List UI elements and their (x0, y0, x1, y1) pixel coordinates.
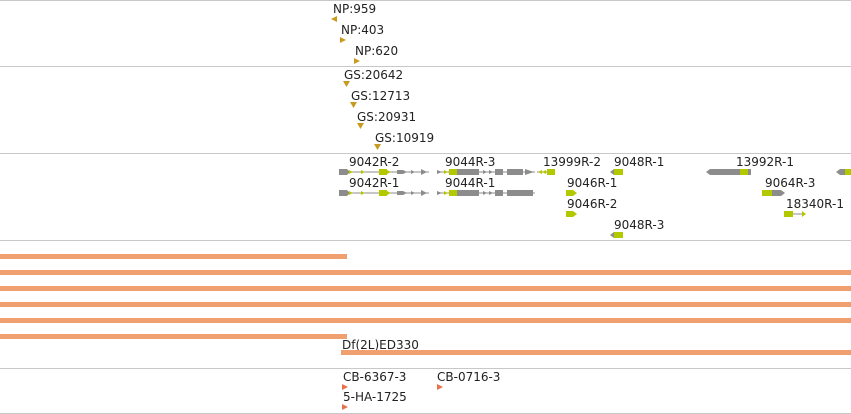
triangle-right-icon (342, 384, 348, 390)
deficiency-bar[interactable] (0, 286, 851, 291)
feature-label: NP:959 (333, 2, 377, 16)
feature-label: 5-HA-1725 (343, 390, 407, 404)
track-divider (0, 368, 851, 369)
feature-label: CB-6367-3 (343, 370, 407, 384)
transcript-label[interactable]: 13999R-2 (543, 155, 601, 169)
transcript-label[interactable]: 9046R-2 (567, 197, 618, 211)
feature-label: GS:10919 (375, 131, 435, 145)
transcript-glyph[interactable] (437, 168, 537, 176)
deficiency-bar[interactable] (0, 334, 347, 339)
transcript-glyph[interactable] (537, 168, 557, 176)
deficiency-label[interactable]: Df(2L)ED330 (342, 338, 419, 352)
feature-label: GS:20931 (357, 110, 417, 124)
transcript-glyph[interactable] (762, 189, 786, 197)
transcript-glyph[interactable] (566, 189, 578, 197)
deficiency-bar[interactable] (0, 302, 851, 307)
triangle-down-icon (357, 123, 364, 129)
transcript-label[interactable]: 9042R-1 (349, 176, 400, 190)
triangle-right-icon (437, 384, 443, 390)
triangle-down-icon (374, 144, 381, 150)
track-divider (0, 0, 851, 1)
transcript-glyph[interactable] (706, 168, 752, 176)
transcript-label[interactable]: 9042R-2 (349, 155, 400, 169)
transcript-glyph[interactable] (566, 210, 578, 218)
transcript-label[interactable]: 13992R-1 (736, 155, 794, 169)
track-divider (0, 240, 851, 241)
transcript-label[interactable]: 9044R-1 (445, 176, 496, 190)
track-divider (0, 66, 851, 67)
transcript-glyph[interactable] (836, 168, 851, 176)
deficiency-bar[interactable] (0, 270, 851, 275)
triangle-left-icon (331, 16, 337, 22)
feature-label: NP:403 (341, 23, 385, 37)
transcript-label[interactable]: 9064R-3 (765, 176, 816, 190)
feature-label: CB-0716-3 (437, 370, 501, 384)
deficiency-bar[interactable] (0, 254, 347, 259)
transcript-label[interactable]: 18340R-1 (786, 197, 844, 211)
transcript-glyph[interactable] (784, 210, 808, 218)
transcript-glyph[interactable] (610, 231, 624, 239)
triangle-right-icon (340, 37, 346, 43)
track-divider (0, 153, 851, 154)
triangle-right-icon (354, 58, 360, 64)
deficiency-bar[interactable] (341, 350, 851, 355)
transcript-glyph[interactable] (437, 189, 537, 197)
feature-label: NP:620 (355, 44, 399, 58)
feature-label: GS:12713 (351, 89, 411, 103)
deficiency-bar[interactable] (0, 318, 851, 323)
triangle-right-icon (342, 404, 348, 410)
transcript-label[interactable]: 9044R-3 (445, 155, 496, 169)
transcript-glyph[interactable] (610, 168, 624, 176)
transcript-label[interactable]: 9048R-1 (614, 155, 665, 169)
triangle-down-icon (350, 102, 357, 108)
transcript-label[interactable]: 9046R-1 (567, 176, 618, 190)
feature-label: GS:20642 (344, 68, 404, 82)
triangle-down-icon (343, 81, 350, 87)
transcript-glyph[interactable] (339, 168, 431, 176)
transcript-label[interactable]: 9048R-3 (614, 218, 665, 232)
transcript-glyph[interactable] (339, 189, 431, 197)
